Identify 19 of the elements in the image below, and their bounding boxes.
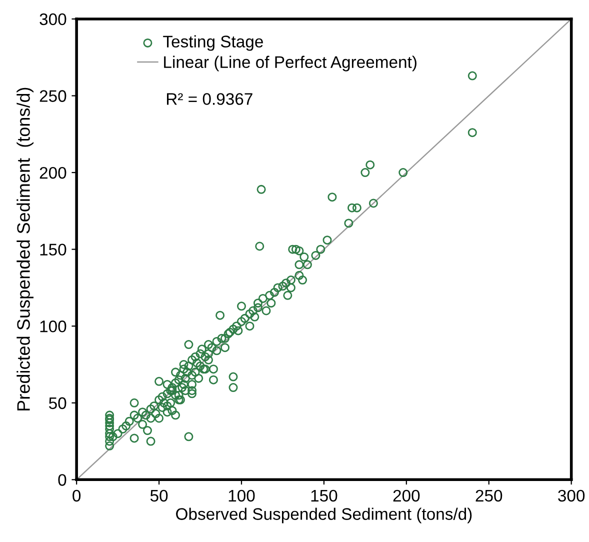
x-tick-label: 50 [150,490,168,502]
legend-label: Testing Stage [163,35,263,51]
y-axis-title: Predicted Suspended Sediment (tons/d) [16,88,34,410]
x-tick-label: 300 [558,490,585,502]
y-tick-label: 200 [40,166,66,179]
legend-label: Linear (Line of Perfect Agreement) [164,56,416,72]
x-tick-label: 0 [72,490,81,502]
y-tick-label: 0 [58,474,66,486]
annotation: R² = 0.9367 [166,93,252,105]
x-tick-label: 150 [311,490,338,502]
x-tick-label: 200 [393,490,420,502]
y-tick-label: 250 [40,90,66,102]
y-tick-label: 150 [40,244,66,256]
y-tick-label: 100 [40,320,66,332]
x-axis-title: Observed Suspended Sediment (tons/d) [176,508,472,524]
x-tick-label: 250 [476,490,502,502]
y-tick-label: 50 [48,397,66,410]
x-tick-label: 100 [228,490,255,502]
y-tick-label: 300 [40,13,66,26]
